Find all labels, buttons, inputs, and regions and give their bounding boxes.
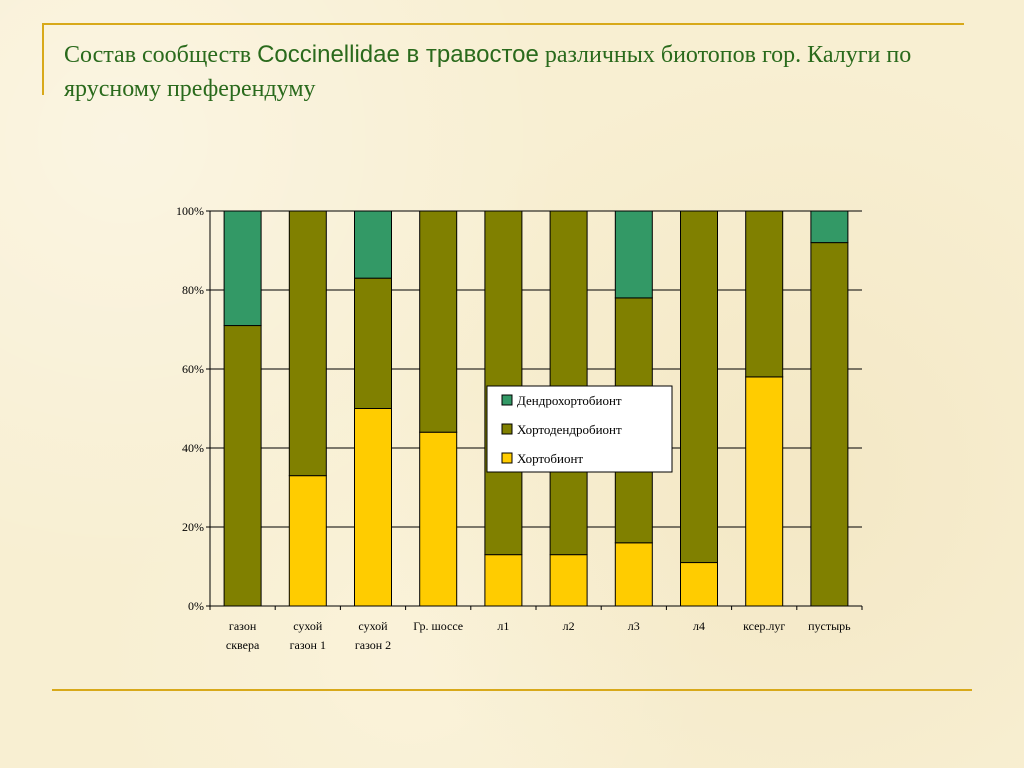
y-tick-label: 40% [182,441,204,455]
bar-segment [288,475,327,607]
x-tick-label: пустырь [808,619,851,633]
x-tick-label: л2 [563,619,575,633]
bar-segment [354,210,392,279]
y-tick-label: 20% [182,520,204,534]
legend-swatch [501,423,513,435]
bar-segment [484,210,523,556]
x-tick-label: сухой [358,619,388,633]
x-tick-label: л4 [693,619,705,633]
bar-segment [745,376,784,607]
bar-segment [484,554,523,607]
x-tick-label: газон [229,619,257,633]
y-tick-label: 80% [182,283,204,297]
title-part-2: различных биотопов гор. Калуги по ярусно… [64,42,912,102]
x-tick-label: л3 [628,619,640,633]
bar-segment [288,210,327,477]
x-tick-label: Гр. шоссе [413,619,463,633]
left-rule [42,23,44,95]
bar-segment [419,431,458,607]
bar-segment [223,210,262,327]
x-tick-label: сквера [226,638,260,652]
bar-segment [745,210,784,378]
legend-swatch [501,452,513,464]
bar-segment [614,542,653,607]
top-rule [42,23,964,25]
y-tick-label: 60% [182,362,204,376]
legend-label: Хортодендробионт [517,422,622,437]
legend-box [486,385,673,473]
x-tick-label: газон 2 [355,638,391,652]
bar-segment [354,277,392,409]
bar-segment [680,562,718,607]
legend-label: Хортобионт [517,451,583,466]
slide-title: Состав сообществ Coccinellidae в травост… [64,38,964,106]
bar-segment [549,210,588,556]
bar-segment [614,210,653,299]
bar-segment [419,210,458,433]
x-tick-label: л1 [497,619,509,633]
y-tick-label: 100% [176,204,204,218]
legend-swatch [501,394,513,406]
y-tick-label: 0% [188,599,204,613]
bar-segment [223,325,262,607]
x-tick-label: сухой [293,619,323,633]
title-latin: Coccinellidae в травостое [257,41,539,68]
bar-segment [810,242,849,607]
title-part-1: Состав сообществ [64,42,258,68]
bar-segment [549,554,588,607]
bar-segment [680,210,718,564]
bar-segment [810,210,849,244]
x-tick-label: ксер.луг [743,619,785,633]
bar-segment [354,408,392,607]
x-tick-label: газон 1 [290,638,326,652]
bottom-rule [52,689,972,691]
legend-label: Дендрохортобионт [517,393,622,408]
